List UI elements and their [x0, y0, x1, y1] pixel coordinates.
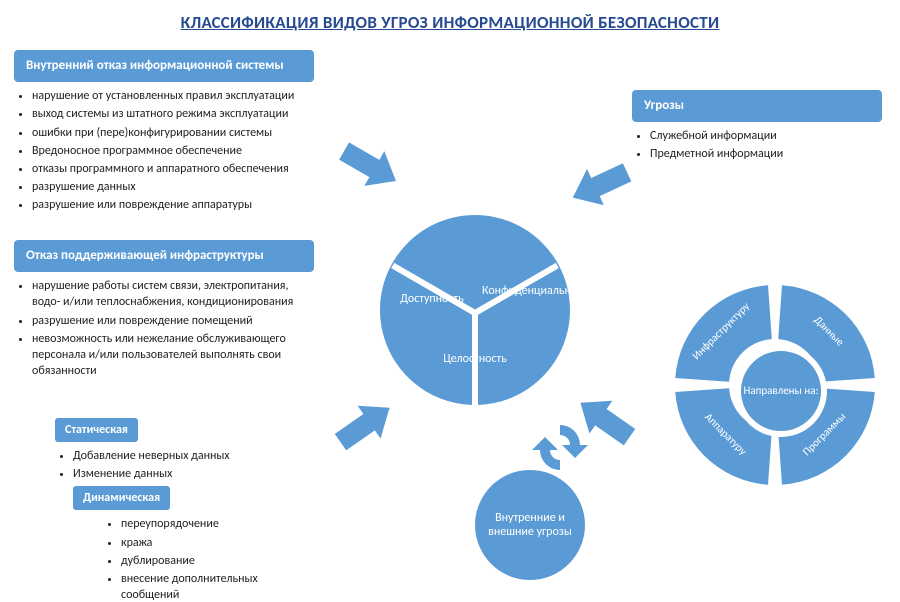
block-threats: Угрозы Служебной информации Предметной ин…	[632, 90, 882, 173]
ring-center-label: Направлены на:	[744, 385, 819, 398]
list-item: ошибки при (пере)конфигурировании систем…	[32, 125, 314, 141]
list-item: невозможность или нежелание обслуживающе…	[32, 331, 314, 380]
list-item: переупорядочение	[121, 516, 315, 532]
block-arrow	[564, 154, 635, 216]
list-threats: Служебной информации Предметной информаци…	[632, 128, 882, 162]
block-integrity-types: Статическая Добавление неверных данных Из…	[55, 418, 315, 602]
block-arrow	[334, 134, 406, 199]
central-pie: Доступность Конфиденциальность Целостнос…	[380, 215, 570, 405]
bubble-label: Внутренние и внешние угрозы	[475, 511, 585, 540]
list-item: нарушение от установленных правил эксплу…	[32, 88, 314, 104]
list-dynamic: переупорядочение кража дублирование внесени…	[103, 516, 315, 602]
header-infra-failure: Отказ поддерживающей инфраструктуры	[14, 240, 314, 272]
list-item: разрушение данных	[32, 179, 314, 195]
list-item: нарушение работы систем связи, электропи…	[32, 278, 314, 310]
list-item: Служебной информации	[650, 128, 882, 144]
list-item: дублирование	[121, 553, 315, 569]
list-item: кража	[121, 535, 315, 551]
list-static: Добавление неверных данных Изменение данн…	[55, 448, 315, 482]
list-item: Изменение данных	[73, 466, 315, 482]
list-item: разрушение или повреждение помещений	[32, 313, 314, 329]
list-item: Предметной информации	[650, 146, 882, 162]
header-internal-failure: Внутренний отказ информационной системы	[14, 50, 314, 82]
block-infra-failure: Отказ поддерживающей инфраструктуры нару…	[14, 240, 314, 389]
list-item: Вредоносное программное обеспечение	[32, 143, 314, 159]
list-item: разрушение или повреждение аппаратуры	[32, 197, 314, 213]
bubble-internal-external: Внутренние и внешние угрозы	[475, 470, 585, 580]
ring-center: Направлены на:	[735, 345, 827, 437]
list-internal-failure: нарушение от установленных правил эксплу…	[14, 88, 314, 213]
list-item: Добавление неверных данных	[73, 448, 315, 464]
block-internal-failure: Внутренний отказ информационной системы …	[14, 50, 314, 224]
ring-targets: ИнфраструктуруДанныеПрограммыАппаратуру …	[670, 280, 880, 490]
block-arrow	[329, 391, 401, 458]
page-title: КЛАССИФИКАЦИЯ ВИДОВ УГРОЗ ИНФОРМАЦИОННОЙ…	[0, 12, 900, 33]
list-infra-failure: нарушение работы систем связи, электропи…	[14, 278, 314, 379]
list-item: отказы программного и аппаратного обеспе…	[32, 161, 314, 177]
list-item: выход системы из штатного режима эксплуа…	[32, 106, 314, 122]
header-threats: Угрозы	[632, 90, 882, 122]
header-dynamic: Динамическая	[73, 486, 170, 510]
header-static: Статическая	[55, 418, 138, 442]
list-item: внесение дополнительных сообщений	[121, 571, 315, 602]
